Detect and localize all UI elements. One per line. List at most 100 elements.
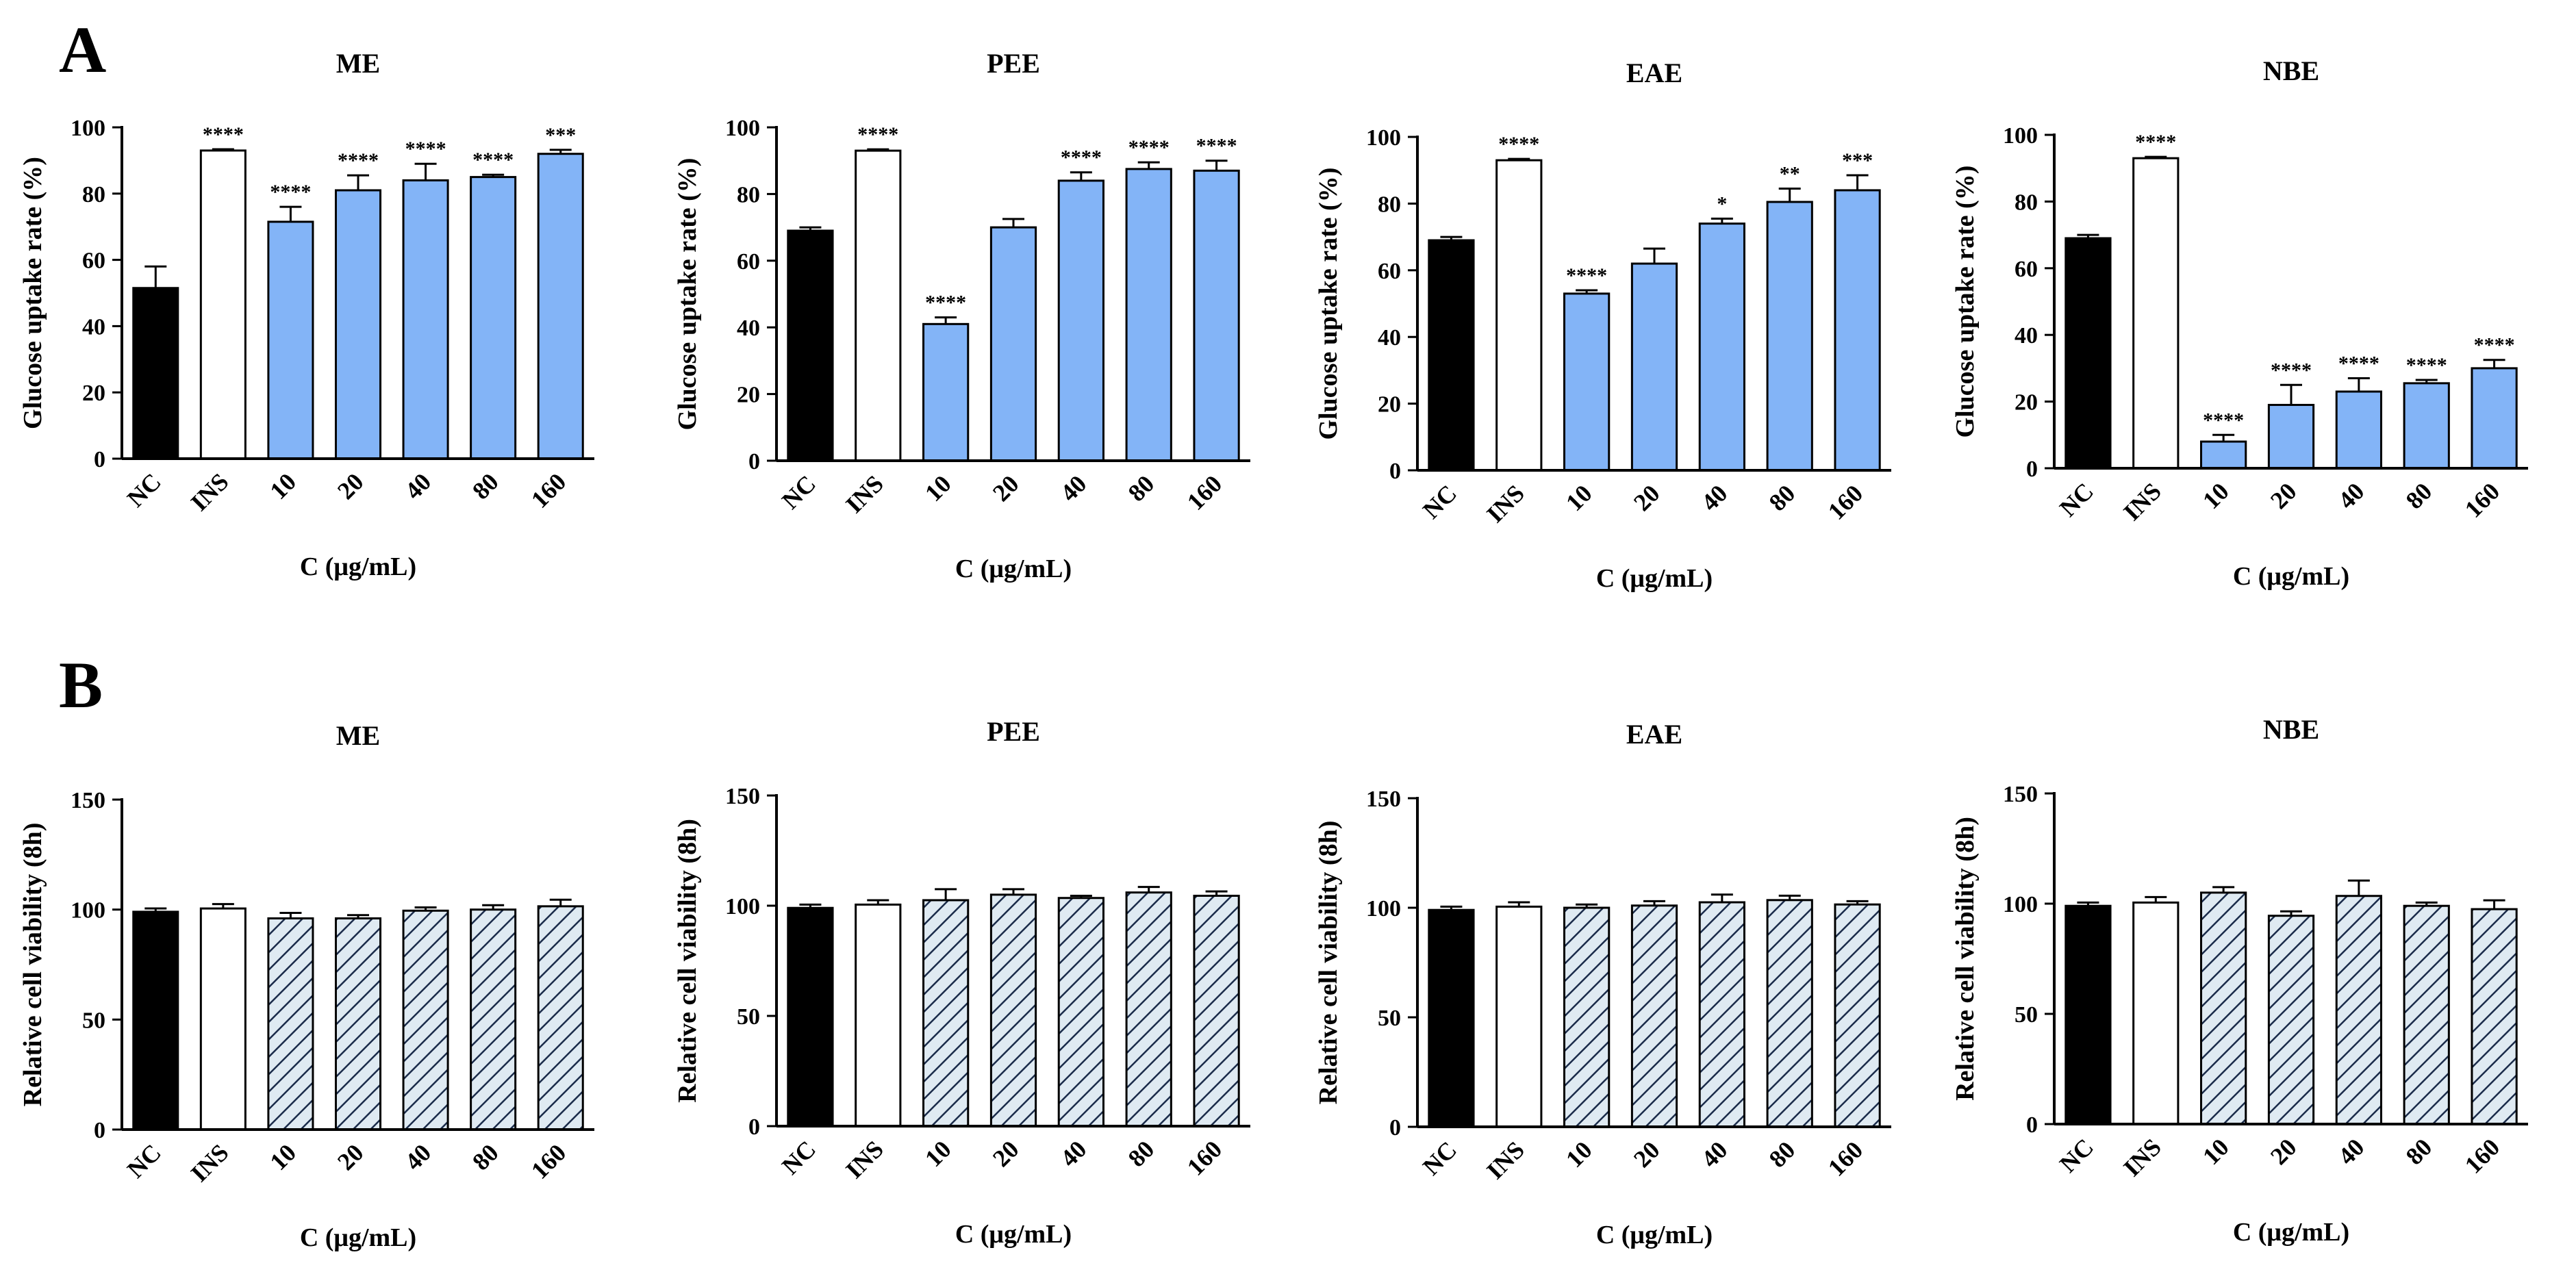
bar-nc <box>2064 904 2112 1125</box>
category-label: 80 <box>1764 1136 1801 1173</box>
bar-ins <box>855 149 902 462</box>
y-axis-label: Glucose uptake rate (%) <box>18 157 47 429</box>
bar-10 <box>267 917 314 1131</box>
category-label: 40 <box>1696 479 1733 516</box>
bar-10 <box>922 322 970 462</box>
y-tick-label: 20 <box>2015 390 2038 416</box>
bar-ins <box>855 903 902 1128</box>
bar-20 <box>2267 403 2315 470</box>
bar-ins <box>1495 159 1543 472</box>
y-tick-label: 0 <box>748 1114 760 1140</box>
category-label: NC <box>1417 479 1462 524</box>
category-label: 160 <box>526 1138 571 1184</box>
significance-label: **** <box>203 123 244 146</box>
category-label: 80 <box>2401 477 2438 514</box>
category-label: NC <box>122 468 166 512</box>
category-label: 10 <box>1561 479 1598 516</box>
chart-title: NBE <box>2263 55 2319 86</box>
category-label: 20 <box>1628 1136 1665 1173</box>
bar-10 <box>2200 440 2247 470</box>
y-tick-label: 20 <box>1378 392 1401 418</box>
category-label: 20 <box>2265 477 2302 514</box>
y-tick-label: 0 <box>94 447 105 472</box>
category-label: 20 <box>332 1138 369 1175</box>
significance-label: *** <box>545 124 576 147</box>
y-tick-label: 50 <box>2015 1002 2038 1028</box>
category-label: 10 <box>1561 1136 1598 1173</box>
bar-20 <box>989 893 1037 1128</box>
chart-title: PEE <box>987 716 1040 747</box>
significance-label: **** <box>925 292 966 314</box>
bar-10 <box>1563 906 1611 1128</box>
y-tick-label: 60 <box>2015 257 2038 282</box>
significance-label: **** <box>405 138 446 160</box>
category-label: NC <box>2054 477 2099 522</box>
bar-ins <box>1495 905 1543 1128</box>
category-label: 20 <box>987 1135 1024 1172</box>
category-label: 80 <box>467 1138 504 1175</box>
bar-40 <box>402 909 449 1131</box>
bar-ins <box>2132 157 2180 470</box>
significance-label: **** <box>1196 135 1237 157</box>
significance-label: **** <box>2474 334 2515 357</box>
category-label: 160 <box>2460 477 2505 522</box>
bar-20 <box>334 917 382 1131</box>
y-tick-label: 40 <box>737 316 760 341</box>
y-tick-label: 20 <box>82 381 105 406</box>
bar-40 <box>1698 222 1745 472</box>
y-tick-label: 100 <box>725 116 760 141</box>
y-tick-label: 80 <box>737 182 760 207</box>
significance-label: **** <box>1061 147 1102 169</box>
chart-title: EAE <box>1626 58 1682 88</box>
chart-title: ME <box>336 720 380 751</box>
y-tick-label: 150 <box>1366 787 1401 812</box>
category-label: 40 <box>2333 477 2370 514</box>
significance-label: **** <box>2271 359 2312 381</box>
x-axis-label: C (μg/mL) <box>300 552 416 581</box>
category-label: 160 <box>1182 470 1227 515</box>
chart-a-eae: EAE Glucose uptake rate (%) C (μg/mL) 0 20 40… <box>1314 58 1891 593</box>
y-axis-label: Relative cell viability (8h) <box>18 823 47 1107</box>
significance-label: **** <box>472 149 514 171</box>
bar-40 <box>1698 901 1745 1128</box>
category-label: 80 <box>1764 479 1801 516</box>
bar-nc <box>132 910 179 1131</box>
category-label: INS <box>840 470 889 518</box>
bar-40 <box>2335 390 2382 470</box>
category-label: 80 <box>1123 470 1160 507</box>
y-tick-label: 100 <box>71 898 105 924</box>
chart-b-pee: PEE Relative cell viability (8h) C (μg/mL)… <box>673 716 1250 1249</box>
bar-80 <box>2403 904 2450 1125</box>
significance-label: **** <box>270 181 311 203</box>
significance-label: **** <box>857 123 898 146</box>
y-tick-label: 40 <box>82 314 105 340</box>
significance-label: **** <box>338 149 379 172</box>
category-label: 160 <box>1823 479 1868 524</box>
bar-160 <box>1193 169 1240 462</box>
bar-ins <box>199 149 247 460</box>
bar-nc <box>2064 237 2112 470</box>
bar-10 <box>2200 891 2247 1125</box>
y-tick-label: 100 <box>1366 125 1401 151</box>
category-label: 10 <box>264 468 301 505</box>
y-tick-label: 20 <box>737 383 760 408</box>
y-axis-label: Glucose uptake rate (%) <box>1314 168 1343 440</box>
bar-20 <box>989 226 1037 462</box>
significance-label: **** <box>2406 354 2447 377</box>
bar-nc <box>132 287 179 460</box>
chart-b-nbe: NBE Relative cell viability (8h) C (μg/mL)… <box>1951 714 2528 1247</box>
y-tick-label: 60 <box>1378 259 1401 284</box>
y-axis-label: Glucose uptake rate (%) <box>1951 166 1980 438</box>
bar-160 <box>1834 903 1881 1128</box>
y-tick-label: 50 <box>82 1008 105 1033</box>
y-axis-label: Relative cell viability (8h) <box>673 819 702 1103</box>
bar-20 <box>334 189 382 460</box>
y-axis-label: Relative cell viability (8h) <box>1951 817 1980 1101</box>
y-tick-label: 100 <box>725 894 760 919</box>
bar-nc <box>787 229 834 462</box>
category-label: INS <box>186 1138 234 1187</box>
y-axis-label: Glucose uptake rate (%) <box>673 158 702 431</box>
category-label: 20 <box>987 470 1024 507</box>
panel-label-b: B <box>59 648 103 722</box>
